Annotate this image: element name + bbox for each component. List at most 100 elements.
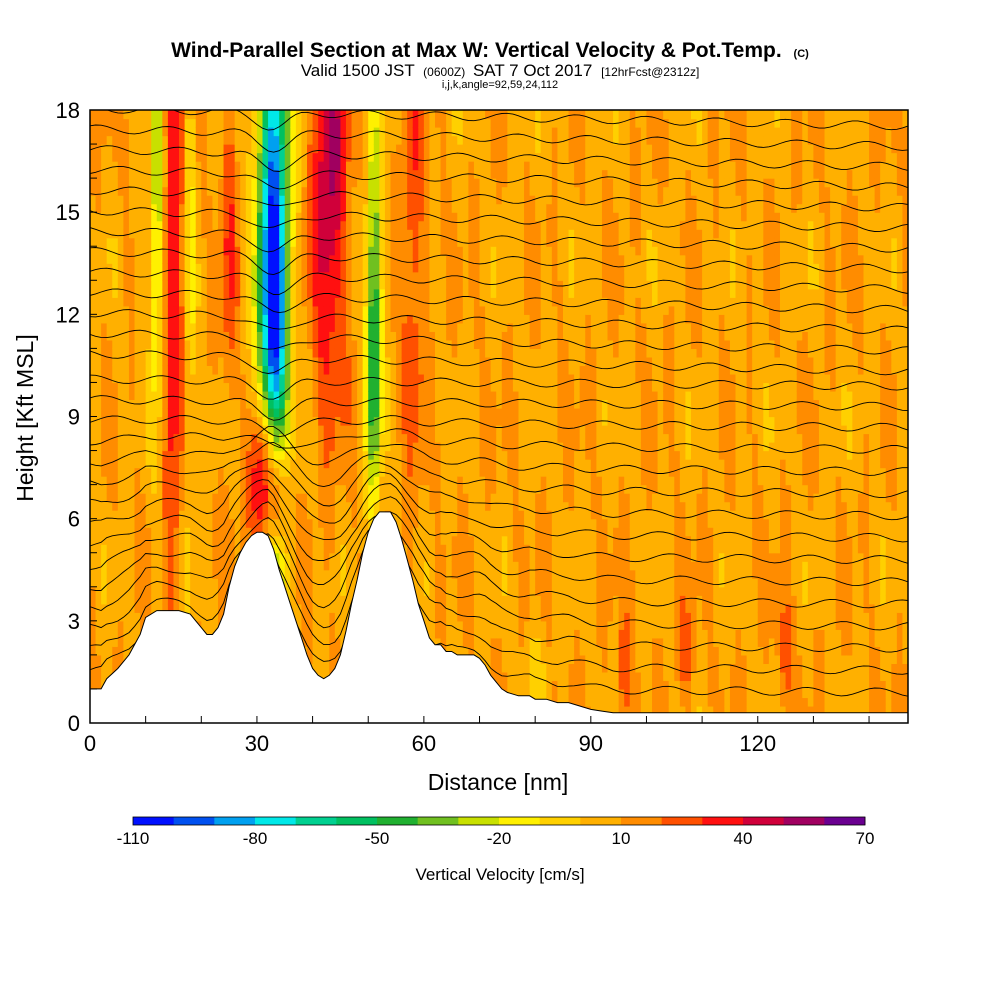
velocity-cell — [457, 152, 464, 162]
velocity-cell — [407, 161, 414, 171]
velocity-cell — [301, 586, 308, 596]
velocity-cell — [151, 229, 158, 239]
velocity-cell — [290, 305, 297, 315]
velocity-cell — [318, 663, 325, 673]
velocity-cell — [95, 161, 102, 171]
velocity-cell — [217, 433, 225, 443]
velocity-cell — [312, 646, 319, 656]
velocity-cell — [90, 467, 97, 477]
velocity-cell — [112, 612, 119, 622]
velocity-cell — [312, 425, 319, 435]
velocity-cell — [435, 297, 442, 307]
velocity-cell — [334, 220, 341, 230]
velocity-cell — [262, 442, 269, 452]
velocity-cell — [457, 203, 464, 213]
velocity-cell — [240, 535, 247, 545]
velocity-cell — [123, 620, 130, 630]
velocity-cell — [457, 442, 464, 452]
velocity-cell — [423, 433, 431, 443]
velocity-cell — [429, 518, 436, 528]
velocity-cell — [117, 407, 124, 418]
velocity-cell — [379, 348, 386, 358]
velocity-cell — [318, 552, 325, 562]
velocity-cell — [201, 407, 208, 418]
velocity-cell — [128, 288, 136, 298]
velocity-cell — [407, 186, 414, 196]
velocity-cell — [351, 561, 358, 571]
velocity-cell — [173, 510, 180, 520]
velocity-cell — [345, 442, 353, 452]
velocity-cell — [151, 356, 158, 367]
velocity-cell — [307, 407, 314, 418]
velocity-cell — [446, 118, 453, 128]
velocity-cell — [240, 169, 247, 179]
velocity-cell — [446, 280, 453, 290]
velocity-cell — [117, 459, 124, 469]
velocity-cell — [195, 254, 202, 264]
velocity-cell — [462, 527, 469, 537]
velocity-cell — [117, 212, 124, 222]
velocity-cell — [340, 518, 347, 528]
velocity-cell — [351, 220, 358, 230]
velocity-cell — [351, 425, 358, 435]
velocity-cell — [234, 510, 241, 520]
velocity-cell — [134, 246, 141, 256]
velocity-cell — [217, 425, 225, 435]
velocity-cell — [190, 280, 197, 290]
velocity-cell — [390, 331, 397, 341]
velocity-cell — [173, 297, 180, 307]
velocity-cell — [384, 135, 392, 145]
velocity-cell — [334, 169, 341, 179]
velocity-cell — [334, 629, 341, 639]
velocity-cell — [446, 212, 453, 222]
velocity-cell — [373, 229, 380, 239]
velocity-cell — [273, 178, 280, 188]
velocity-cell — [468, 493, 475, 503]
velocity-cell — [379, 399, 386, 409]
velocity-cell — [217, 356, 225, 367]
velocity-cell — [212, 552, 219, 562]
velocity-cell — [95, 382, 102, 392]
velocity-cell — [307, 586, 314, 596]
velocity-cell — [117, 433, 124, 443]
velocity-cell — [195, 356, 202, 367]
velocity-cell — [201, 288, 208, 298]
velocity-cell — [145, 135, 152, 145]
velocity-cell — [357, 356, 364, 367]
velocity-cell — [134, 595, 141, 605]
velocity-cell — [329, 646, 336, 656]
velocity-cell — [295, 416, 303, 426]
velocity-cell — [462, 416, 469, 426]
velocity-cell — [446, 382, 453, 392]
velocity-cell — [323, 152, 330, 162]
velocity-cell — [379, 501, 386, 511]
velocity-cell — [140, 110, 147, 120]
velocity-cell — [128, 110, 136, 120]
velocity-cell — [128, 620, 136, 630]
velocity-cell — [329, 280, 336, 290]
velocity-cell — [151, 178, 158, 188]
velocity-cell — [440, 390, 447, 401]
velocity-cell — [162, 118, 169, 128]
velocity-cell — [206, 229, 214, 239]
velocity-cell — [245, 399, 252, 409]
velocity-cell — [318, 629, 325, 639]
velocity-cell — [145, 416, 152, 426]
velocity-cell — [217, 297, 225, 307]
velocity-cell — [256, 178, 264, 188]
velocity-cell — [134, 450, 141, 460]
velocity-cell — [390, 135, 397, 145]
velocity-cell — [245, 288, 252, 298]
velocity-cell — [151, 561, 158, 571]
velocity-cell — [390, 442, 397, 452]
velocity-cell — [106, 416, 113, 426]
velocity-cell — [256, 484, 264, 494]
velocity-cell — [112, 561, 119, 571]
velocity-cell — [262, 407, 269, 418]
velocity-cell — [101, 212, 108, 222]
velocity-cell — [423, 229, 431, 239]
velocity-cell — [179, 510, 186, 520]
velocity-cell — [106, 237, 113, 247]
velocity-cell — [190, 399, 197, 409]
velocity-cell — [357, 348, 364, 358]
